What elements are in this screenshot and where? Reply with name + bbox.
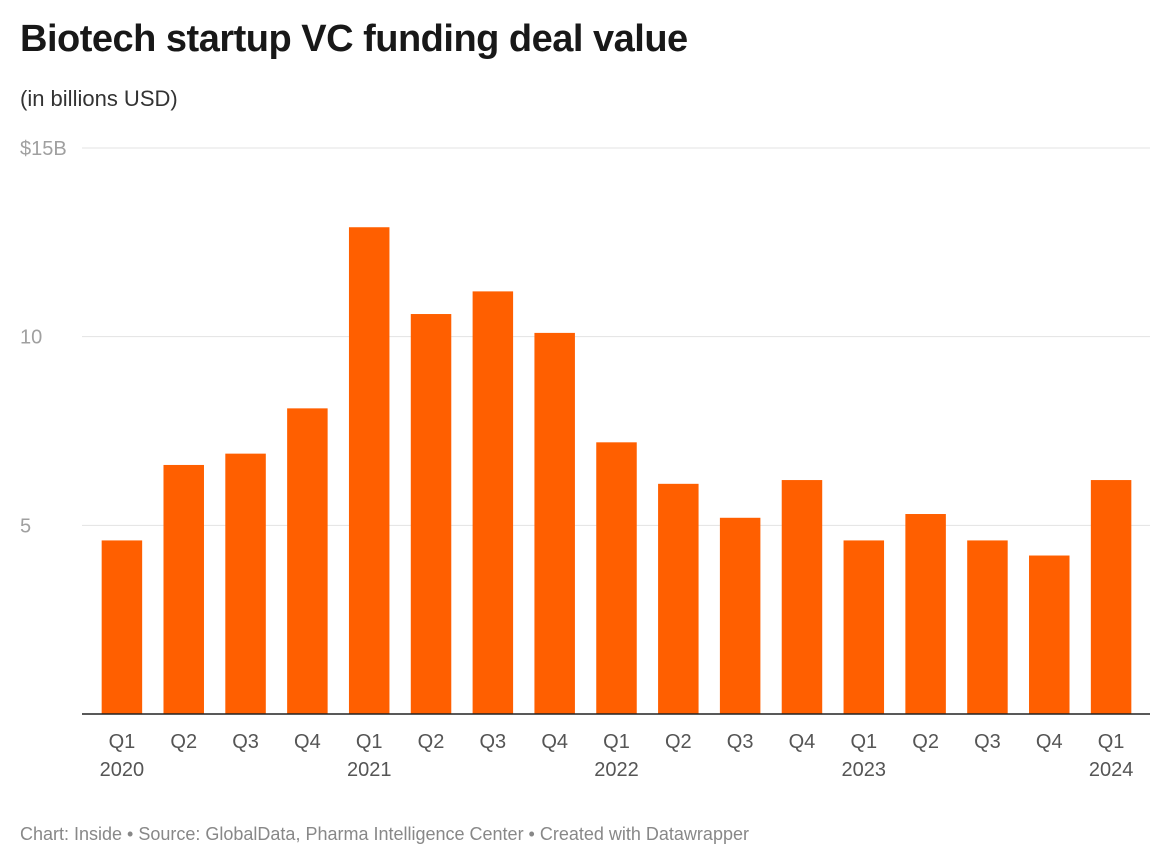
bars [101, 227, 1132, 715]
x-tick-label: Q3 [232, 731, 259, 753]
x-tick-label: Q4 [294, 731, 321, 753]
chart-footer: Chart: Inside • Source: GlobalData, Phar… [20, 824, 749, 844]
bar [287, 408, 328, 714]
y-tick-label: $15B [20, 138, 67, 160]
bar [1090, 480, 1132, 714]
x-tick-label: Q3 [727, 731, 754, 753]
x-tick-label: Q1 [603, 731, 630, 753]
x-tick-year-label: 2020 [100, 759, 145, 781]
bar [348, 227, 390, 715]
x-tick-label: Q1 [356, 731, 383, 753]
x-axis: Q1 2020 Q2 Q3 Q4 Q1 2021 Q2 Q3 Q4 Q1 2022 Q2 Q3 Q4 Q1 20… [82, 713, 1150, 781]
bar [534, 332, 575, 714]
bar [905, 514, 946, 714]
bar [658, 483, 699, 714]
x-tick-label: Q4 [789, 731, 816, 753]
chart-title: Biotech startup VC funding deal value [20, 18, 688, 60]
x-tick-year-label: 2023 [842, 759, 887, 781]
x-tick-year-label: 2024 [1089, 759, 1134, 781]
x-tick-label: Q2 [418, 731, 445, 753]
x-tick-label: Q4 [541, 731, 568, 753]
x-tick-label: Q1 [1098, 731, 1125, 753]
bar [781, 480, 823, 714]
x-tick-label: Q3 [480, 731, 507, 753]
bar [163, 464, 204, 714]
bar [101, 540, 143, 714]
x-tick-label: Q3 [974, 731, 1001, 753]
x-tick-year-label: 2021 [347, 759, 392, 781]
bar [719, 517, 761, 714]
bar [410, 314, 452, 714]
bar [225, 453, 266, 714]
x-tick-label: Q4 [1036, 731, 1063, 753]
x-tick-label: Q2 [912, 731, 939, 753]
bar [843, 540, 885, 714]
x-tick-label: Q2 [170, 731, 197, 753]
bar [596, 442, 637, 714]
x-tick-label: Q2 [665, 731, 692, 753]
y-tick-label: 10 [20, 327, 42, 349]
bar [472, 291, 514, 714]
chart-subtitle: (in billions USD) [20, 86, 178, 111]
x-tick-label: Q1 [109, 731, 136, 753]
x-tick-year-label: 2022 [594, 759, 639, 781]
x-tick-label: Q1 [850, 731, 877, 753]
bar [967, 540, 1008, 714]
bar [1029, 555, 1070, 714]
y-tick-label: 5 [20, 515, 31, 537]
